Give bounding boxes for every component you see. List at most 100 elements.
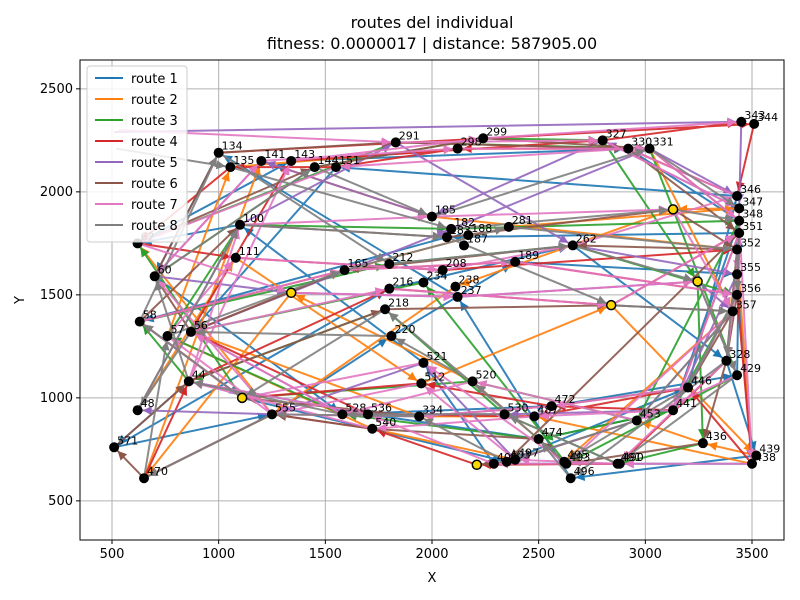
- customer-node: [418, 277, 429, 288]
- route-8-arrowhead: [277, 410, 287, 419]
- customer-node: [478, 133, 489, 144]
- route-8-arrowhead: [300, 169, 311, 179]
- route-7-arrowhead: [276, 284, 287, 293]
- node-label: 220: [394, 323, 415, 336]
- node-label: 536: [371, 401, 392, 414]
- customer-node: [734, 228, 745, 239]
- route-8-arrowhead: [568, 450, 579, 460]
- customer-node: [418, 357, 429, 368]
- route-4-arrowhead: [426, 381, 436, 391]
- route-7-arrowhead: [223, 261, 233, 272]
- route-6-arrowhead: [175, 384, 186, 394]
- node-label: 57: [170, 323, 184, 336]
- depot-node: [285, 287, 297, 299]
- node-label: 185: [435, 204, 456, 217]
- node-label: 446: [691, 375, 712, 388]
- route-8-arrowhead: [395, 338, 406, 347]
- route-8-arrowhead: [195, 327, 205, 337]
- node-label: 344: [757, 111, 778, 124]
- node-label: 100: [243, 212, 264, 225]
- route-8-arrowhead: [347, 409, 357, 419]
- legend: route 1 route 2 route 3 route 4 route 5 route…: [86, 65, 188, 243]
- node-label: 348: [742, 208, 763, 221]
- customer-node: [736, 116, 747, 127]
- node-label: 436: [706, 430, 727, 443]
- route-1-arrowhead: [377, 338, 388, 348]
- customer-node: [452, 291, 463, 302]
- node-label: 429: [740, 362, 761, 375]
- customer-node: [501, 456, 512, 467]
- node-label: 540: [375, 416, 396, 429]
- node-label: 151: [339, 154, 360, 167]
- route-7-arrowhead: [428, 264, 438, 274]
- x-tick-label: 1000: [202, 547, 235, 562]
- route-8-arrowhead: [724, 213, 735, 223]
- depot-node: [236, 392, 248, 404]
- customer-node: [331, 162, 341, 173]
- depot-nodes: [236, 204, 703, 471]
- node-label: 495: [567, 449, 588, 462]
- node-label: 555: [275, 401, 296, 414]
- route-8-arrowhead: [718, 306, 728, 316]
- customer-node: [732, 370, 743, 381]
- customer-nodes: [109, 116, 762, 484]
- node-label: 328: [729, 348, 750, 361]
- route-6-arrowhead: [226, 228, 237, 238]
- node-label: 44: [192, 368, 206, 381]
- x-tick-label: 2000: [415, 547, 448, 562]
- route-6-arrowhead: [702, 428, 712, 439]
- route-8-arrowhead: [140, 396, 150, 407]
- route-7-arrowhead: [624, 459, 634, 469]
- node-label: 143: [294, 148, 315, 161]
- route-7-arrowhead: [341, 161, 351, 171]
- node-label: 212: [392, 251, 413, 264]
- node-label: 453: [640, 408, 661, 421]
- customer-node: [256, 155, 267, 166]
- node-label: 343: [744, 109, 765, 122]
- legend-label: route 6: [131, 177, 178, 192]
- route-7-arrowhead: [641, 410, 652, 419]
- customer-node: [499, 409, 510, 420]
- route-5-arrowhead: [142, 406, 152, 416]
- customer-node: [185, 326, 196, 337]
- customer-node: [732, 269, 743, 280]
- route-8-arrowhead: [722, 243, 733, 253]
- route-8-arrowhead: [388, 312, 399, 322]
- route-2-arrowhead: [295, 294, 306, 303]
- route-8-arrowhead: [509, 415, 520, 425]
- customer-node: [721, 355, 732, 366]
- node-label: 182: [454, 216, 475, 229]
- node-label: 111: [239, 245, 260, 258]
- legend-box: [86, 65, 188, 243]
- customer-node: [732, 289, 743, 300]
- node-label: 496: [574, 465, 595, 478]
- route-7-arrowhead: [195, 334, 206, 343]
- customer-node: [380, 304, 391, 315]
- node-label: 470: [147, 465, 168, 478]
- node-label: 512: [424, 370, 445, 383]
- customer-node: [510, 454, 521, 465]
- route-8-arrowhead: [432, 231, 442, 241]
- route-3-arrowhead: [686, 267, 695, 278]
- route-8-arrowhead: [558, 242, 568, 252]
- route-8-arrowhead: [160, 341, 170, 351]
- node-label: 530: [508, 401, 529, 414]
- legend-label: route 1: [131, 72, 178, 87]
- route-7-arrowhead: [539, 411, 549, 421]
- customer-node: [267, 409, 277, 420]
- customer-node: [225, 162, 236, 173]
- route-6-arrowhead: [722, 238, 733, 247]
- route-8-arrowhead: [574, 466, 585, 476]
- node-label: 144: [318, 154, 339, 167]
- route-1-arrowhead: [712, 348, 723, 358]
- customer-node: [546, 401, 557, 412]
- customer-node: [309, 162, 320, 173]
- route-7-arrowhead: [381, 137, 391, 147]
- route-8-arrowhead: [193, 379, 204, 389]
- customer-node: [339, 265, 350, 276]
- route-7-arrowhead: [377, 423, 387, 433]
- node-label: 490: [623, 451, 644, 464]
- customer-node: [384, 258, 395, 269]
- node-label: 165: [348, 257, 369, 270]
- node-label: 521: [426, 350, 447, 363]
